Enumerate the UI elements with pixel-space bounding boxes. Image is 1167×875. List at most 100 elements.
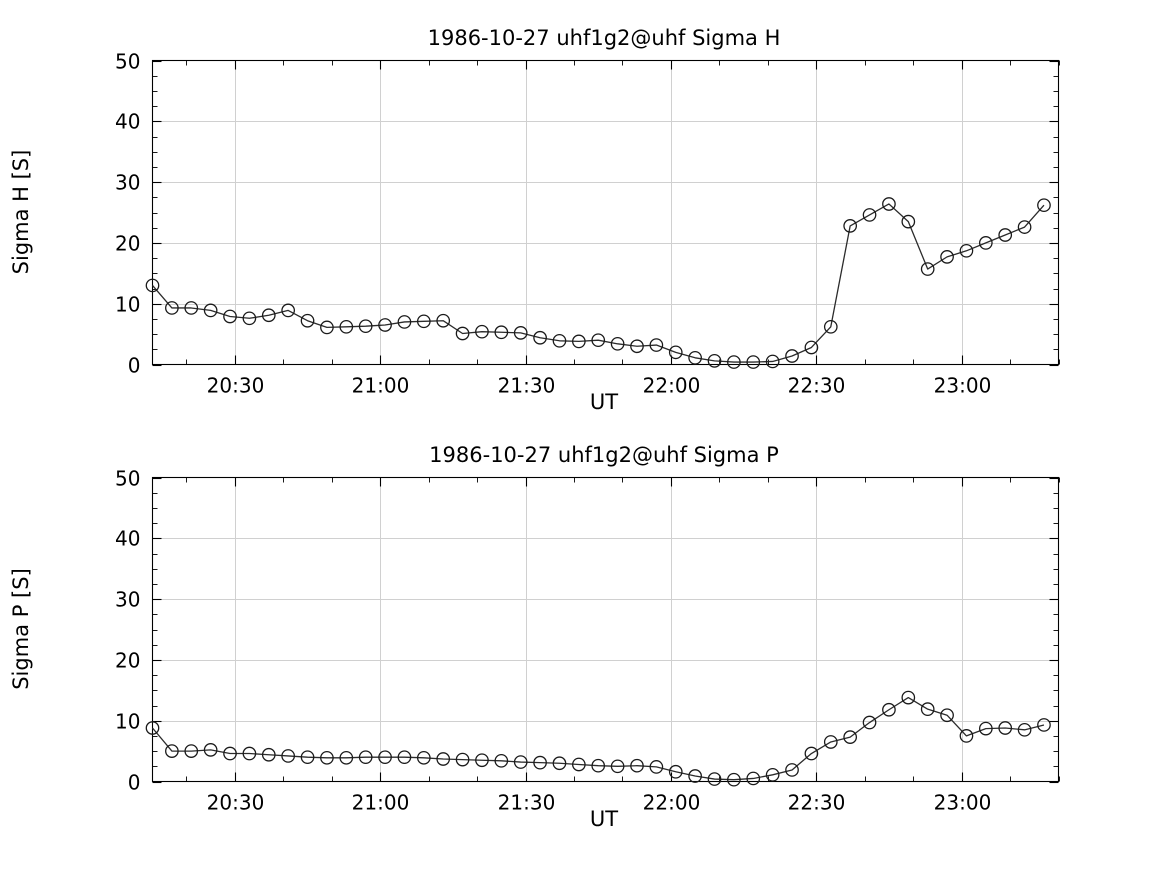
data-point-marker	[494, 753, 509, 768]
x-tick-label: 21:30	[498, 374, 556, 398]
data-point-marker	[571, 757, 586, 772]
data-point-marker	[630, 339, 644, 354]
data-point-marker	[785, 763, 799, 777]
data-point-marker	[823, 735, 838, 749]
data-point-marker	[281, 749, 296, 763]
data-point-marker	[358, 750, 373, 765]
data-point-marker	[223, 309, 237, 324]
data-point-marker	[978, 236, 993, 250]
data-point-marker	[649, 760, 664, 774]
data-point-marker	[901, 214, 916, 229]
data-point-marker	[630, 758, 644, 773]
data-line	[152, 203, 1045, 363]
y-tick-label: 50	[115, 50, 140, 74]
plot-title-sigma-h: 1986-10-27 uhf1g2@uhf Sigma H	[428, 26, 781, 50]
data-point-marker	[610, 336, 625, 351]
data-point-marker	[591, 758, 606, 773]
data-point-marker	[533, 330, 547, 345]
data-point-marker	[785, 349, 799, 363]
data-point-marker	[513, 755, 528, 769]
data-point-marker	[455, 326, 470, 341]
data-point-marker	[1017, 722, 1032, 737]
chart-panel-sigma-h: 1986-10-27 uhf1g2@uhf Sigma H Sigma H [S…	[0, 0, 1167, 430]
data-point-marker	[765, 767, 780, 782]
y-tick-label: 50	[115, 467, 140, 491]
data-point-marker	[165, 744, 179, 758]
data-point-marker	[707, 353, 722, 368]
y-tick-label: 0	[128, 354, 141, 378]
sigma-p-svg: 1986-10-27 uhf1g2@uhf Sigma P Sigma P [S…	[9, 443, 1060, 831]
data-point-marker	[591, 333, 606, 348]
data-point-marker	[358, 319, 373, 334]
ticklabels-group-sigma-h: 0 10 20 30 40 50 20:30 21:00 21:30 22:00 22:30 23:0…	[115, 50, 991, 398]
data-point-marker	[416, 314, 431, 329]
data-point-marker	[901, 690, 916, 705]
data-point-marker	[746, 771, 761, 786]
data-point-marker	[552, 333, 567, 348]
y-tick-label: 40	[115, 110, 140, 134]
data-point-marker	[533, 755, 547, 770]
data-point-marker	[959, 729, 974, 743]
data-point-marker	[998, 228, 1013, 242]
y-axis-title-sigma-p: Sigma P [S]	[9, 568, 33, 690]
data-point-marker	[436, 313, 451, 328]
data-point-marker	[513, 326, 528, 340]
data-point-marker	[203, 303, 218, 318]
data-point-marker	[339, 319, 354, 334]
data-point-marker	[940, 250, 954, 264]
data-point-marker	[416, 750, 431, 765]
data-point-marker	[688, 769, 702, 783]
data-point-marker	[804, 340, 819, 355]
y-tick-label: 20	[115, 649, 140, 673]
data-point-marker	[320, 750, 334, 765]
data-series-sigma-h	[145, 197, 1051, 369]
ticks-group-sigma-p	[152, 477, 1060, 784]
data-series-sigma-p	[145, 690, 1051, 787]
data-point-marker	[261, 747, 276, 762]
sigma-h-svg: 1986-10-27 uhf1g2@uhf Sigma H Sigma H [S…	[9, 26, 1060, 414]
data-point-marker	[378, 318, 392, 332]
data-point-marker	[494, 325, 509, 340]
y-tick-label: 0	[128, 771, 141, 795]
data-point-marker	[184, 301, 199, 315]
data-point-marker	[882, 197, 896, 211]
grid-group-sigma-p	[152, 477, 1059, 782]
x-tick-label: 22:00	[643, 791, 701, 815]
y-tick-label: 10	[115, 293, 140, 317]
data-point-marker	[145, 278, 160, 293]
x-tick-label: 21:00	[352, 791, 410, 815]
data-point-marker	[804, 746, 819, 761]
data-point-marker	[843, 219, 858, 233]
x-tick-label: 22:30	[788, 374, 846, 398]
plot-title-sigma-p: 1986-10-27 uhf1g2@uhf Sigma P	[429, 443, 779, 467]
data-point-marker	[242, 746, 257, 761]
x-tick-label: 22:00	[643, 374, 701, 398]
data-point-marker	[165, 301, 179, 315]
data-point-marker	[862, 208, 877, 222]
data-point-marker	[203, 743, 218, 757]
data-point-marker	[552, 756, 567, 771]
data-point-marker	[707, 772, 722, 786]
data-point-marker	[668, 345, 683, 360]
x-tick-label: 22:30	[788, 791, 846, 815]
y-tick-label: 20	[115, 232, 140, 256]
data-point-marker	[300, 313, 315, 328]
data-point-marker	[475, 324, 489, 339]
x-tick-label: 23:00	[934, 374, 992, 398]
data-point-marker	[223, 746, 237, 761]
data-point-marker	[378, 750, 392, 765]
data-point-marker	[920, 262, 935, 276]
data-point-marker	[242, 311, 257, 326]
data-line	[152, 696, 1045, 781]
y-axis-title-sigma-h: Sigma H [S]	[9, 150, 33, 275]
data-point-marker	[475, 753, 489, 768]
data-point-marker	[339, 750, 354, 765]
ticklabels-group-sigma-p: 0 10 20 30 40 50 20:30 21:00 21:30 22:00 22:30 23:0…	[115, 467, 991, 815]
data-point-marker	[727, 772, 741, 787]
x-tick-label: 23:00	[934, 791, 992, 815]
data-point-marker	[746, 355, 761, 369]
y-tick-label: 10	[115, 710, 140, 734]
data-point-marker	[649, 338, 664, 352]
data-point-marker	[959, 243, 974, 258]
